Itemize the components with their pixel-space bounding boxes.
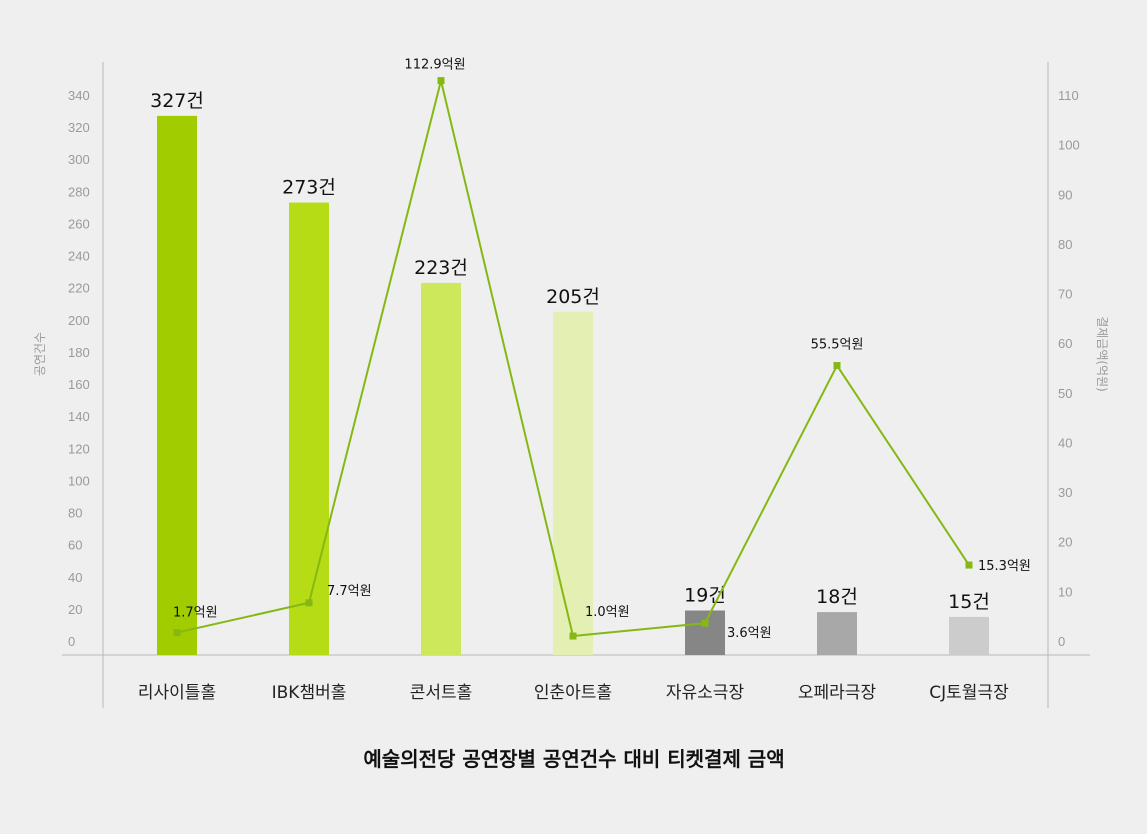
right-tick-label: 40 [1058,435,1072,450]
right-tick-label: 80 [1058,237,1072,252]
bar-value-label: 18건 [816,586,858,608]
left-tick-label: 260 [68,216,90,231]
category-label: 오페라극장 [798,683,877,703]
left-tick-label: 0 [68,634,75,649]
bar [553,311,593,655]
category-labels: 리사이틀홀 IBK챔버홀 콘서트홀 인춘아트홀 자유소극장 오페라극장 CJ토월극장 [138,683,1009,703]
category-label: 자유소극장 [666,683,745,703]
right-tick-label: 20 [1058,535,1072,550]
right-tick-label: 90 [1058,187,1072,202]
line-point [833,362,841,370]
category-label: 인춘아트홀 [534,683,612,703]
line-value-label: 15.3억원 [978,559,1031,574]
bar-value-label: 273건 [282,177,336,199]
bar [685,610,725,655]
left-axis-ticks: 0 20 40 60 80 100 120 140 160 180 200 220 240 260 280 3… [68,88,90,649]
line-value-label: 112.9억원 [404,58,465,73]
left-tick-label: 160 [68,377,90,392]
line-series [173,77,973,640]
line-point [569,632,577,640]
left-tick-label: 120 [68,441,90,456]
line-point [173,629,181,637]
line-point [965,561,973,569]
right-tick-label: 10 [1058,584,1072,599]
left-tick-label: 80 [68,506,82,521]
left-tick-label: 240 [68,249,90,264]
bar [817,612,857,655]
right-tick-label: 110 [1058,88,1079,103]
bar-value-label: 223건 [414,257,468,279]
line-labels: 1.7억원 7.7억원 112.9억원 1.0억원 3.6억원 55.5억원 15.3억원 [173,58,1031,642]
bar-value-label: 205건 [546,286,600,308]
bar [421,282,461,655]
bar [289,202,329,655]
line-value-label: 55.5억원 [811,338,864,353]
bars [157,115,989,656]
left-tick-label: 180 [68,345,90,360]
left-tick-label: 60 [68,538,82,553]
left-tick-label: 340 [68,88,90,103]
category-label: 콘서트홀 [410,683,473,703]
right-tick-label: 0 [1058,634,1065,649]
right-tick-label: 60 [1058,336,1072,351]
left-tick-label: 140 [68,409,90,424]
bar-value-label: 327건 [150,90,204,112]
right-tick-label: 30 [1058,485,1072,500]
right-tick-label: 100 [1058,138,1080,153]
left-tick-label: 200 [68,313,90,328]
left-tick-label: 300 [68,152,90,167]
right-axis-title: 결제금액(억원) [1095,316,1109,392]
left-tick-label: 220 [68,281,90,296]
left-tick-label: 100 [68,473,90,488]
bar [157,115,197,656]
line-point [701,619,709,627]
left-tick-label: 320 [68,120,90,135]
category-label: 리사이틀홀 [138,683,216,703]
line-value-label: 1.7억원 [173,606,218,621]
line-point [437,77,445,85]
line-value-label: 7.7억원 [327,584,372,599]
right-tick-label: 50 [1058,386,1072,401]
bar-value-label: 15건 [948,591,990,613]
category-label: IBK챔버홀 [272,683,347,703]
right-tick-label: 70 [1058,287,1072,302]
right-axis-ticks: 0 10 20 30 40 50 60 70 80 90 100 110 [1058,88,1080,649]
line-point [305,599,313,607]
chart-title: 예술의전당 공연장별 공연건수 대비 티켓결제 금액 [363,747,784,771]
line-value-label: 1.0억원 [585,605,630,620]
line-value-label: 3.6억원 [727,626,772,641]
left-tick-label: 20 [68,602,82,617]
left-tick-label: 40 [68,570,82,585]
left-axis-title: 공연건수 [33,332,47,376]
left-tick-label: 280 [68,184,90,199]
category-label: CJ토월극장 [929,683,1009,703]
bar [949,616,989,655]
